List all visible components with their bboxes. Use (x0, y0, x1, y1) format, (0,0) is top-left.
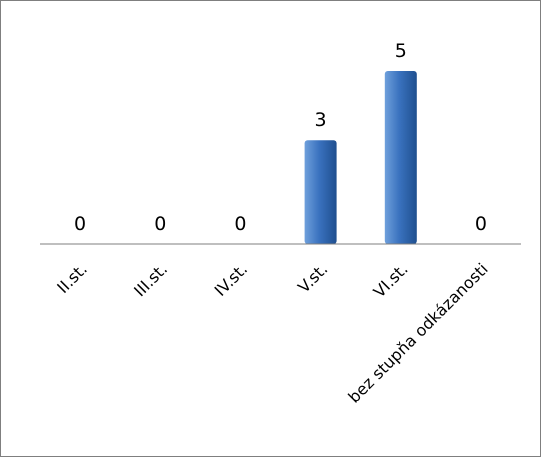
x-tick-label-1: III.st. (130, 259, 171, 300)
data-label-4: 5 (395, 40, 407, 62)
data-label-3: 3 (315, 109, 327, 131)
data-label-5: 0 (475, 213, 487, 235)
data-label-2: 0 (234, 213, 246, 235)
data-labels-layer: 0 0 0 3 5 0 (74, 40, 487, 235)
bar-3 (304, 140, 337, 244)
data-label-1: 0 (154, 213, 166, 235)
x-tick-label-3: V.st. (294, 259, 331, 296)
bars-layer (304, 71, 417, 244)
x-tick-label-4: VI.st. (370, 259, 412, 301)
x-tick-label-5: bez stupňa odkázanosti (344, 259, 491, 406)
x-tick-labels-layer: II.st. III.st. IV.st. V.st. VI.st.bez stupňa… (53, 259, 491, 406)
bar-4 (384, 71, 417, 244)
x-tick-label-2: IV.st. (211, 259, 252, 300)
x-tick-label-0: II.st. (53, 259, 91, 297)
data-label-0: 0 (74, 213, 86, 235)
